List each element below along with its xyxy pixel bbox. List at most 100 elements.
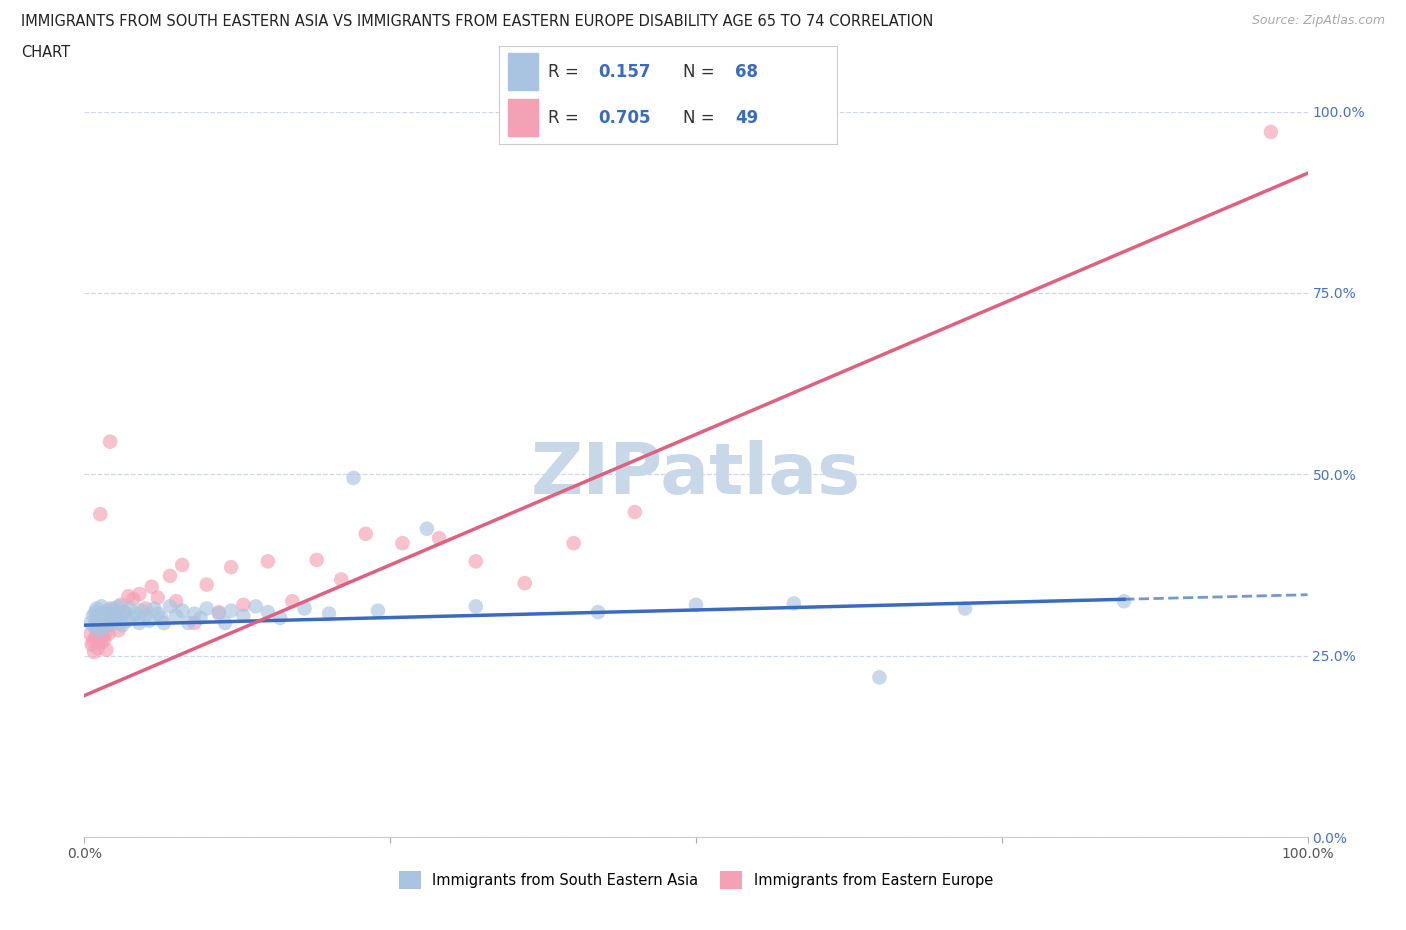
Text: 0.705: 0.705 (599, 109, 651, 126)
Point (146, 606, 169, 621)
Point (100, 614, 122, 629)
Point (294, 601, 316, 616)
Text: IMMIGRANTS FROM SOUTH EASTERN ASIA VS IMMIGRANTS FROM EASTERN EUROPE DISABILITY : IMMIGRANTS FROM SOUTH EASTERN ASIA VS IM… (21, 14, 934, 29)
Point (1114, 594, 1136, 609)
Point (103, 601, 125, 616)
Point (87, 606, 110, 621)
Point (87, 623, 110, 638)
Point (464, 599, 486, 614)
Text: R =: R = (548, 109, 583, 126)
Point (232, 608, 254, 623)
Point (125, 606, 148, 621)
Point (953, 601, 976, 616)
Point (624, 505, 647, 520)
Point (330, 572, 353, 587)
Point (146, 591, 169, 605)
Point (97, 614, 120, 629)
Point (159, 599, 181, 614)
Point (138, 614, 160, 629)
Point (107, 623, 129, 638)
Point (354, 526, 377, 541)
Point (94, 616, 117, 631)
Point (367, 604, 389, 618)
Text: CHART: CHART (21, 45, 70, 60)
Point (87, 641, 110, 656)
Text: 0.157: 0.157 (599, 63, 651, 81)
Point (183, 616, 205, 631)
Point (150, 610, 173, 625)
Point (165, 608, 187, 623)
Point (114, 604, 136, 619)
Bar (508, 100, 538, 137)
Point (111, 618, 134, 632)
Point (93, 612, 115, 627)
Point (104, 612, 127, 627)
Point (105, 610, 128, 625)
Point (96, 604, 118, 618)
Point (143, 601, 166, 616)
Point (84, 604, 107, 619)
Text: Source: ZipAtlas.com: Source: ZipAtlas.com (1251, 14, 1385, 27)
Point (82, 633, 104, 648)
Text: 68: 68 (735, 63, 758, 81)
Point (195, 601, 218, 616)
Point (190, 610, 212, 625)
Point (177, 616, 200, 631)
Point (245, 599, 267, 614)
Point (84, 631, 107, 645)
Point (427, 531, 450, 546)
Point (105, 616, 128, 631)
Point (562, 536, 585, 551)
Point (513, 576, 536, 591)
Point (342, 471, 364, 485)
Legend: Immigrants from South Eastern Asia, Immigrants from Eastern Europe: Immigrants from South Eastern Asia, Immi… (392, 866, 1000, 895)
Point (98, 434, 121, 449)
Point (83, 619, 105, 634)
Point (135, 608, 157, 623)
Point (153, 616, 176, 631)
Point (159, 568, 181, 583)
Point (90, 635, 112, 650)
Point (97, 627, 120, 642)
Point (869, 670, 891, 684)
Point (257, 604, 280, 619)
Point (305, 552, 328, 567)
Point (114, 604, 136, 619)
Point (110, 597, 132, 612)
Text: N =: N = (683, 63, 720, 81)
Point (685, 597, 707, 612)
Point (86, 601, 108, 616)
Point (118, 601, 141, 616)
Point (80, 637, 103, 652)
Point (96, 643, 118, 658)
Point (208, 604, 231, 619)
Point (79, 616, 101, 631)
Point (101, 616, 124, 631)
Point (86, 623, 108, 638)
Point (195, 578, 218, 592)
Point (1260, 125, 1282, 140)
Point (83, 644, 105, 659)
Point (96, 619, 118, 634)
Text: R =: R = (548, 63, 583, 81)
Point (91, 606, 114, 621)
Point (257, 554, 280, 569)
Point (232, 597, 254, 612)
Point (128, 587, 150, 602)
Point (208, 606, 231, 621)
Point (105, 604, 128, 618)
Point (79, 627, 101, 642)
Point (219, 560, 242, 575)
Point (110, 608, 132, 623)
Point (122, 591, 145, 606)
Text: 49: 49 (735, 109, 759, 126)
Point (91, 616, 114, 631)
Point (87, 616, 110, 631)
Text: ZIPatlas: ZIPatlas (531, 440, 860, 509)
Point (391, 536, 413, 551)
Point (219, 604, 242, 618)
Point (141, 579, 163, 594)
Point (269, 610, 291, 625)
Point (416, 522, 439, 537)
Point (97, 608, 120, 623)
